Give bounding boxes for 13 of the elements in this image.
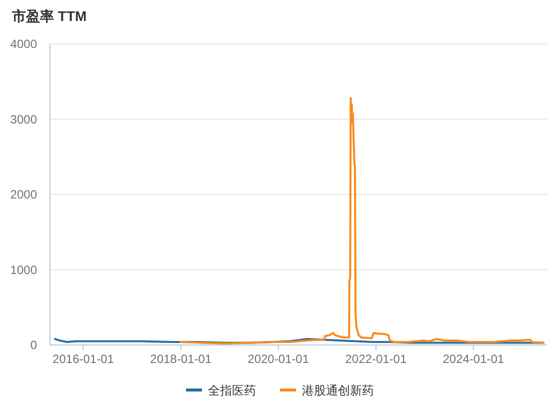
xtick-label: 2024-01-01 [442,352,504,366]
ytick-label: 1000 [10,262,37,277]
xtick-label: 2022-01-01 [345,352,407,366]
xtick-label: 2020-01-01 [248,352,310,366]
xtick-label: 2018-01-01 [150,352,212,366]
ytick-label: 2000 [10,188,37,202]
legend-label: 港股通创新药 [302,384,374,398]
ytick-label: 0 [30,338,37,352]
xtick-label: 2016-01-01 [52,352,114,366]
legend-label: 全指医药 [208,384,256,398]
ytick-label: 4000 [10,37,37,51]
title: 市盈率 TTM [12,8,87,24]
ytick-label: 3000 [10,112,37,126]
